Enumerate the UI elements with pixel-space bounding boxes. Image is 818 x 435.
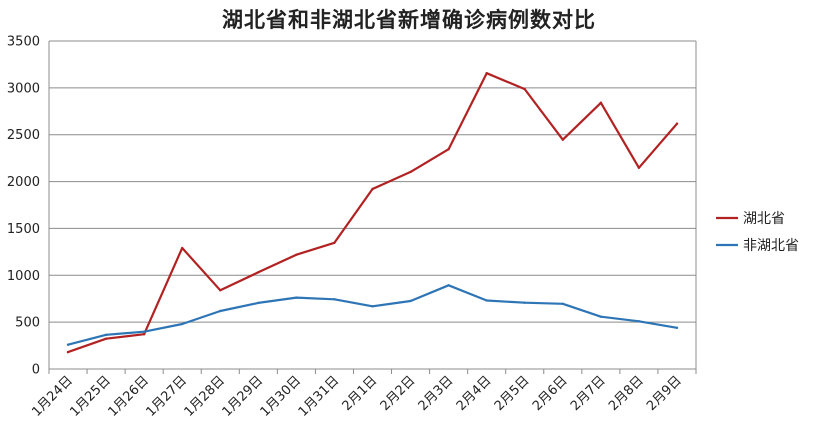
series-line xyxy=(66,72,679,354)
y-tick-label: 2500 xyxy=(7,128,40,143)
series-line xyxy=(66,284,679,346)
data-point xyxy=(599,101,603,104)
data-point xyxy=(371,187,374,191)
data-point xyxy=(637,166,641,169)
data-point xyxy=(447,284,450,287)
x-tick-label: 1月27日 xyxy=(143,373,190,420)
x-tick-label: 2月8日 xyxy=(606,373,647,414)
data-point xyxy=(66,350,70,354)
x-tick-label: 1月24日 xyxy=(29,373,76,420)
x-tick-label: 1月25日 xyxy=(67,373,114,420)
x-tick-label: 1月29日 xyxy=(220,373,267,420)
x-tick-label: 1月30日 xyxy=(258,373,305,420)
data-point xyxy=(333,298,336,301)
chart-title: 湖北省和非湖北省新增确诊病例数对比 xyxy=(222,8,596,32)
data-point xyxy=(219,309,222,313)
data-point xyxy=(409,299,412,303)
data-point xyxy=(142,330,146,333)
data-point xyxy=(637,320,641,323)
data-point xyxy=(142,333,146,336)
data-point xyxy=(447,148,450,151)
data-point xyxy=(295,296,298,299)
x-tick-label: 1月26日 xyxy=(105,373,152,420)
data-point xyxy=(295,253,298,256)
data-point xyxy=(523,301,526,304)
x-tick-label: 2月3日 xyxy=(416,373,457,414)
x-tick-label: 2月7日 xyxy=(568,373,609,414)
legend-label: 湖北省 xyxy=(743,211,785,227)
x-tick-label: 2月1日 xyxy=(340,373,381,414)
y-tick-label: 1500 xyxy=(7,222,40,237)
legend-label: 非湖北省 xyxy=(743,238,799,254)
y-tick-label: 500 xyxy=(15,316,40,331)
data-point xyxy=(561,138,564,141)
data-point xyxy=(181,246,184,250)
data-point xyxy=(523,87,526,91)
data-point xyxy=(104,333,108,336)
data-point xyxy=(66,343,70,346)
y-tick-label: 1000 xyxy=(7,269,40,284)
x-tick-label: 1月31日 xyxy=(296,373,343,420)
data-point xyxy=(219,289,222,292)
data-point xyxy=(257,301,260,305)
x-tick-label: 2月2日 xyxy=(378,373,419,414)
data-point xyxy=(485,299,488,302)
y-tick-label: 3000 xyxy=(7,81,40,96)
data-point xyxy=(675,122,679,125)
y-tick-label: 0 xyxy=(32,363,40,378)
data-point xyxy=(485,72,488,75)
x-tick-label: 2月9日 xyxy=(644,373,685,414)
x-tick-label: 1月28日 xyxy=(182,373,229,420)
data-point xyxy=(104,337,108,340)
data-point xyxy=(599,315,603,318)
data-point xyxy=(409,170,412,174)
data-point xyxy=(675,326,679,329)
data-point xyxy=(333,241,336,244)
data-point xyxy=(561,302,564,305)
y-tick-label: 3500 xyxy=(7,35,40,50)
x-tick-label: 2月4日 xyxy=(454,373,495,414)
y-tick-label: 2000 xyxy=(7,175,40,190)
data-point xyxy=(257,271,260,274)
x-tick-label: 2月6日 xyxy=(530,373,571,414)
data-point xyxy=(371,305,374,308)
data-point xyxy=(181,322,184,326)
x-tick-label: 2月5日 xyxy=(492,373,533,414)
